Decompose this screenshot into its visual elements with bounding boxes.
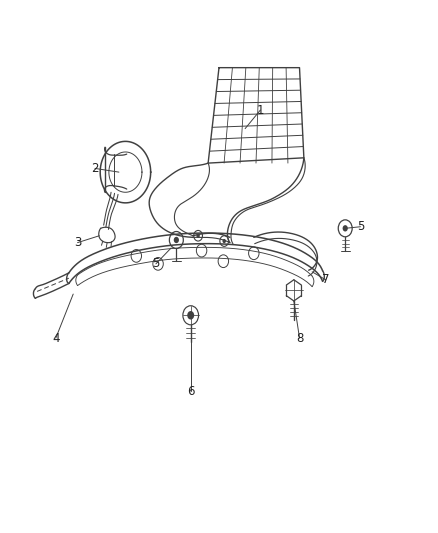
Circle shape — [187, 311, 194, 319]
Circle shape — [196, 233, 200, 238]
Text: 5: 5 — [357, 220, 364, 233]
Circle shape — [343, 225, 348, 231]
Circle shape — [223, 239, 226, 243]
Circle shape — [174, 237, 179, 243]
Text: 7: 7 — [322, 273, 329, 286]
Text: 6: 6 — [187, 385, 194, 398]
Text: 2: 2 — [91, 162, 99, 175]
Text: 4: 4 — [52, 332, 60, 344]
Text: 3: 3 — [74, 236, 81, 249]
Text: 8: 8 — [296, 332, 303, 344]
Text: 5: 5 — [152, 257, 159, 270]
Text: 1: 1 — [257, 103, 264, 117]
